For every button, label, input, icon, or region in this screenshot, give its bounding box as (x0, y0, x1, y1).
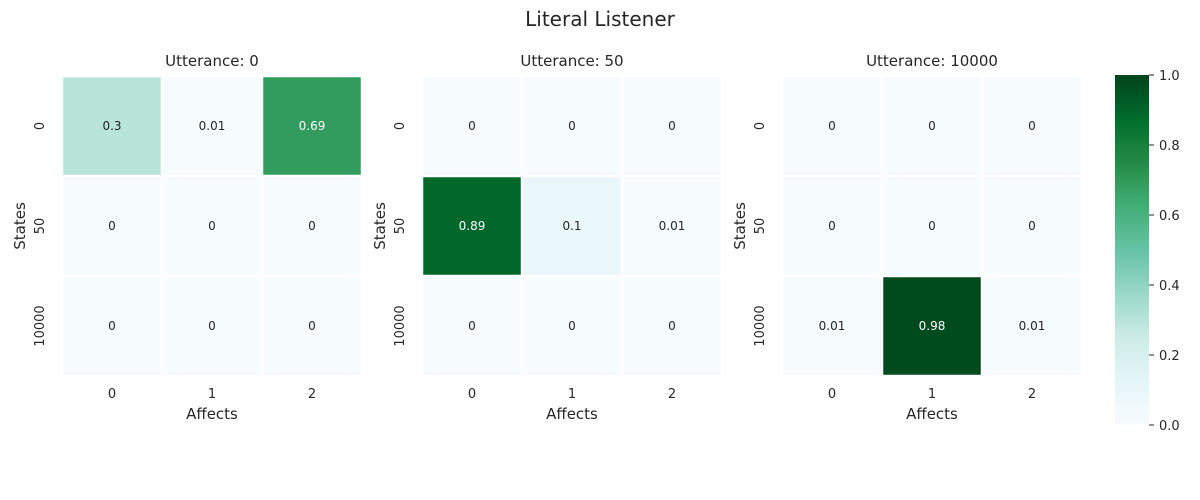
heatmap-cell (263, 177, 361, 275)
heatmap-cell (423, 77, 521, 175)
colorbar-tick-label: 0.2 (1159, 349, 1180, 364)
y-tick-label: 0 (393, 122, 408, 130)
heatmap-cell (163, 77, 261, 175)
heatmap-panel-1: Utterance: 50 0 0 0 0.89 0.1 0.01 0 0 0 0 1 2 0 50 1000… (371, 52, 721, 423)
x-tick-label: 2 (668, 387, 676, 402)
colorbar-tick-label: 0.8 (1159, 139, 1180, 154)
heatmap-cell (523, 77, 621, 175)
y-tick-label: 10000 (753, 305, 768, 346)
heatmap-panels: Utterance: 00.3 0.01 0.690 0 00 0 00 1 205010000… (11, 52, 1081, 423)
y-tick-label: 50 (393, 218, 408, 235)
cell-value-label: 0.01 (199, 119, 226, 133)
panel-title: Utterance: 10000 (866, 52, 998, 70)
cell-value-label: 0 (108, 319, 116, 333)
cell-value-label: 0 (208, 219, 216, 233)
y-tick-label: 0 (33, 122, 48, 130)
y-tick-label: 10000 (33, 305, 48, 346)
y-tick-label: 50 (753, 218, 768, 235)
y-tick-label: 50 (33, 218, 48, 235)
cell-value-label: 0.01 (819, 319, 846, 333)
colorbar: 0.0 0.2 0.4 0.6 0.8 1.0 (1115, 69, 1180, 434)
cell-value-label: 0.01 (1019, 319, 1046, 333)
heatmap-cell (63, 177, 161, 275)
y-axis-label: States (371, 202, 389, 250)
heatmap-cell (883, 277, 981, 375)
heatmap-cell (983, 77, 1081, 175)
heatmap-cell (623, 177, 721, 275)
cell-value-label: 0.98 (919, 319, 946, 333)
cell-value-label: 0 (828, 219, 836, 233)
cell-value-label: 0 (308, 319, 316, 333)
cell-value-label: 0 (1028, 119, 1036, 133)
figure-title: Literal Listener (525, 7, 675, 31)
cell-value-label: 0 (928, 119, 936, 133)
heatmap-cell (423, 277, 521, 375)
heatmap-panel-2: Utterance: 10000 0 0 0 0 0 0 0.01 0.98 0.01 0 1 2 0 50… (731, 52, 1081, 423)
heatmap-cell (983, 277, 1081, 375)
heatmap-cell (423, 177, 521, 275)
x-tick-label: 0 (828, 387, 836, 402)
heatmap-cell (883, 77, 981, 175)
y-axis-label: States (731, 202, 749, 250)
y-axis-label: States (11, 202, 29, 250)
panel-title: Utterance: 50 (520, 52, 623, 70)
heatmap-cell (523, 277, 621, 375)
cell-value-label: 0.89 (459, 219, 486, 233)
colorbar-tick-label: 1.0 (1159, 69, 1180, 84)
x-tick-label: 1 (928, 387, 936, 402)
cell-value-label: 0 (108, 219, 116, 233)
x-tick-label: 0 (468, 387, 476, 402)
cell-value-label: 0 (668, 319, 676, 333)
x-axis-label: Affects (546, 405, 598, 423)
cell-value-label: 0 (308, 219, 316, 233)
heatmap-cell (783, 177, 881, 275)
heatmap-cell (783, 277, 881, 375)
cell-value-label: 0.1 (562, 219, 581, 233)
heatmap-cell (63, 77, 161, 175)
heatmap-cell (983, 177, 1081, 275)
x-axis-label: Affects (186, 405, 238, 423)
cell-value-label: 0 (568, 119, 576, 133)
cell-value-label: 0 (668, 119, 676, 133)
x-tick-label: 0 (108, 387, 116, 402)
heatmap-cell (163, 277, 261, 375)
cell-value-label: 0 (1028, 219, 1036, 233)
cell-value-label: 0 (928, 219, 936, 233)
heatmap-cell (783, 77, 881, 175)
colorbar-tick-label: 0.0 (1159, 419, 1180, 434)
y-tick-label: 0 (753, 122, 768, 130)
x-tick-label: 2 (1028, 387, 1036, 402)
cell-value-label: 0 (468, 119, 476, 133)
heatmap-cell (263, 277, 361, 375)
x-tick-label: 1 (208, 387, 216, 402)
heatmap-cell (163, 177, 261, 275)
colorbar-tick-label: 0.6 (1159, 209, 1180, 224)
heatmap-cell (623, 277, 721, 375)
cell-value-label: 0 (828, 119, 836, 133)
cell-value-label: 0 (568, 319, 576, 333)
cell-value-label: 0.3 (102, 119, 121, 133)
colorbar-gradient (1115, 75, 1149, 425)
cell-value-label: 0.01 (659, 219, 686, 233)
cell-value-label: 0 (468, 319, 476, 333)
x-tick-label: 2 (308, 387, 316, 402)
heatmap-cell (523, 177, 621, 275)
x-tick-label: 1 (568, 387, 576, 402)
cell-value-label: 0.69 (299, 119, 326, 133)
heatmap-panel-0: Utterance: 0 0.3 0.01 0.69 0 0 0 0 0 0 0 1 2 0 50 10000… (11, 52, 361, 423)
heatmap-cell (63, 277, 161, 375)
x-axis-label: Affects (906, 405, 958, 423)
colorbar-tick-label: 0.4 (1159, 279, 1180, 294)
heatmap-cell (623, 77, 721, 175)
y-tick-label: 10000 (393, 305, 408, 346)
panel-title: Utterance: 0 (165, 52, 259, 70)
heatmap-cell (883, 177, 981, 275)
cell-value-label: 0 (208, 319, 216, 333)
heatmap-cell (263, 77, 361, 175)
